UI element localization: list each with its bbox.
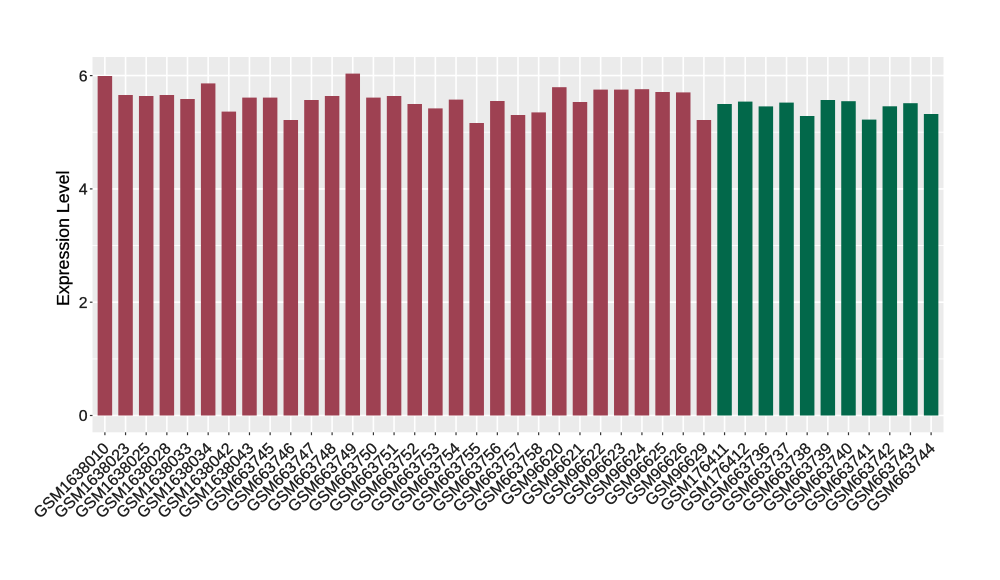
svg-text:4: 4 — [79, 182, 88, 199]
svg-text:Expression Level: Expression Level — [53, 171, 73, 306]
svg-text:2: 2 — [79, 295, 88, 312]
svg-text:0: 0 — [79, 408, 88, 425]
svg-text:6: 6 — [79, 68, 88, 85]
